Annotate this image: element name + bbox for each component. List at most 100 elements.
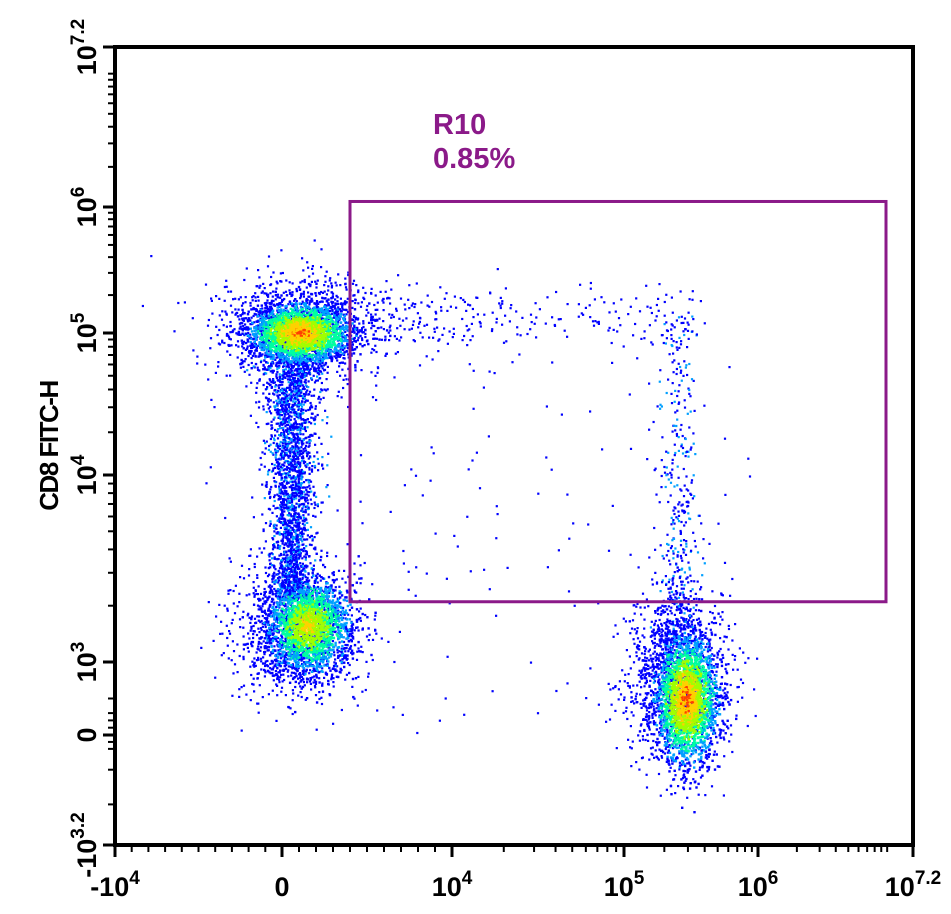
event-dot — [292, 475, 295, 478]
event-dot — [654, 665, 658, 669]
event-dot — [363, 344, 366, 347]
event-dot — [657, 681, 660, 684]
event-dot — [281, 643, 284, 646]
event-dot — [654, 721, 657, 724]
event-dot — [637, 658, 640, 661]
event-dot — [309, 367, 312, 370]
event-dot — [326, 551, 329, 554]
event-dot — [276, 311, 280, 314]
event-dot — [275, 375, 278, 378]
event-dot — [737, 685, 740, 689]
event-dot — [361, 651, 364, 654]
event-dot — [361, 327, 364, 330]
event-dot — [223, 299, 226, 302]
event-dot — [639, 606, 642, 609]
event-dot — [365, 314, 368, 317]
event-dot — [714, 621, 718, 625]
event-dot — [261, 610, 264, 613]
event-dot — [316, 379, 319, 382]
event-dot — [708, 645, 711, 648]
event-dot — [327, 683, 330, 686]
event-dot — [321, 300, 324, 303]
event-dot — [666, 618, 669, 621]
event-dot — [254, 292, 257, 295]
event-dot — [310, 576, 314, 579]
event-dot — [220, 654, 223, 657]
event-dot — [614, 709, 617, 712]
event-dot — [310, 378, 314, 381]
event-dot — [285, 664, 288, 667]
event-dot — [249, 301, 252, 305]
event-dot — [678, 761, 681, 764]
event-dot — [655, 652, 659, 655]
event-dot — [252, 295, 255, 298]
event-dot — [332, 677, 335, 680]
event-dot — [265, 314, 268, 317]
event-dot — [277, 296, 280, 299]
event-dot — [629, 746, 632, 749]
event-dot — [649, 747, 653, 750]
event-dot — [330, 300, 333, 303]
event-dot — [668, 622, 671, 625]
event-dot — [637, 734, 640, 737]
event-dot — [360, 645, 363, 648]
event-dot — [635, 655, 638, 658]
event-dot — [658, 628, 661, 631]
event-dot — [654, 619, 657, 622]
event-dot — [654, 688, 657, 691]
event-dot — [323, 606, 326, 609]
event-dot — [276, 371, 279, 374]
event-dot — [257, 426, 260, 429]
event-dot — [308, 369, 311, 372]
event-dot — [232, 602, 235, 605]
event-dot — [289, 526, 292, 529]
event-dot — [657, 644, 660, 647]
event-dot — [727, 648, 730, 651]
event-dot — [287, 363, 290, 367]
event-dot — [262, 597, 265, 600]
event-dot — [284, 459, 287, 463]
event-dot — [657, 612, 660, 616]
event-dot — [655, 672, 658, 675]
event-dot — [263, 371, 266, 375]
event-dot — [289, 423, 292, 426]
event-dot — [672, 645, 675, 648]
event-dot — [678, 626, 681, 629]
event-dot — [314, 370, 317, 373]
event-dot — [242, 325, 245, 328]
event-dot — [357, 302, 360, 305]
event-dot — [658, 629, 661, 633]
event-dot — [297, 529, 300, 532]
event-dot — [374, 337, 377, 340]
event-dot — [332, 571, 335, 574]
event-dot — [284, 376, 287, 379]
event-dot — [350, 651, 353, 654]
event-dot — [659, 710, 662, 713]
event-dot — [294, 550, 297, 553]
event-dot — [684, 779, 687, 782]
event-dot — [319, 317, 322, 320]
event-dot — [337, 306, 340, 309]
event-dot — [302, 310, 305, 313]
event-dot — [272, 441, 275, 445]
event-dot — [687, 634, 690, 637]
event-dot — [249, 699, 252, 702]
event-dot — [680, 639, 683, 642]
event-dot — [348, 609, 351, 612]
event-dot — [637, 566, 640, 569]
event-dot — [659, 635, 662, 638]
event-dot — [643, 685, 646, 688]
event-dot — [210, 299, 213, 302]
event-dot — [287, 665, 290, 668]
event-dot — [297, 379, 300, 382]
event-dot — [336, 648, 339, 651]
event-dot — [267, 407, 270, 410]
event-dot — [258, 369, 261, 372]
event-dot — [282, 523, 285, 527]
event-dot — [302, 505, 305, 508]
event-dot — [291, 549, 294, 552]
event-dot — [269, 292, 272, 295]
event-dot — [287, 519, 290, 522]
event-dot — [295, 557, 298, 560]
event-dot — [303, 280, 306, 284]
